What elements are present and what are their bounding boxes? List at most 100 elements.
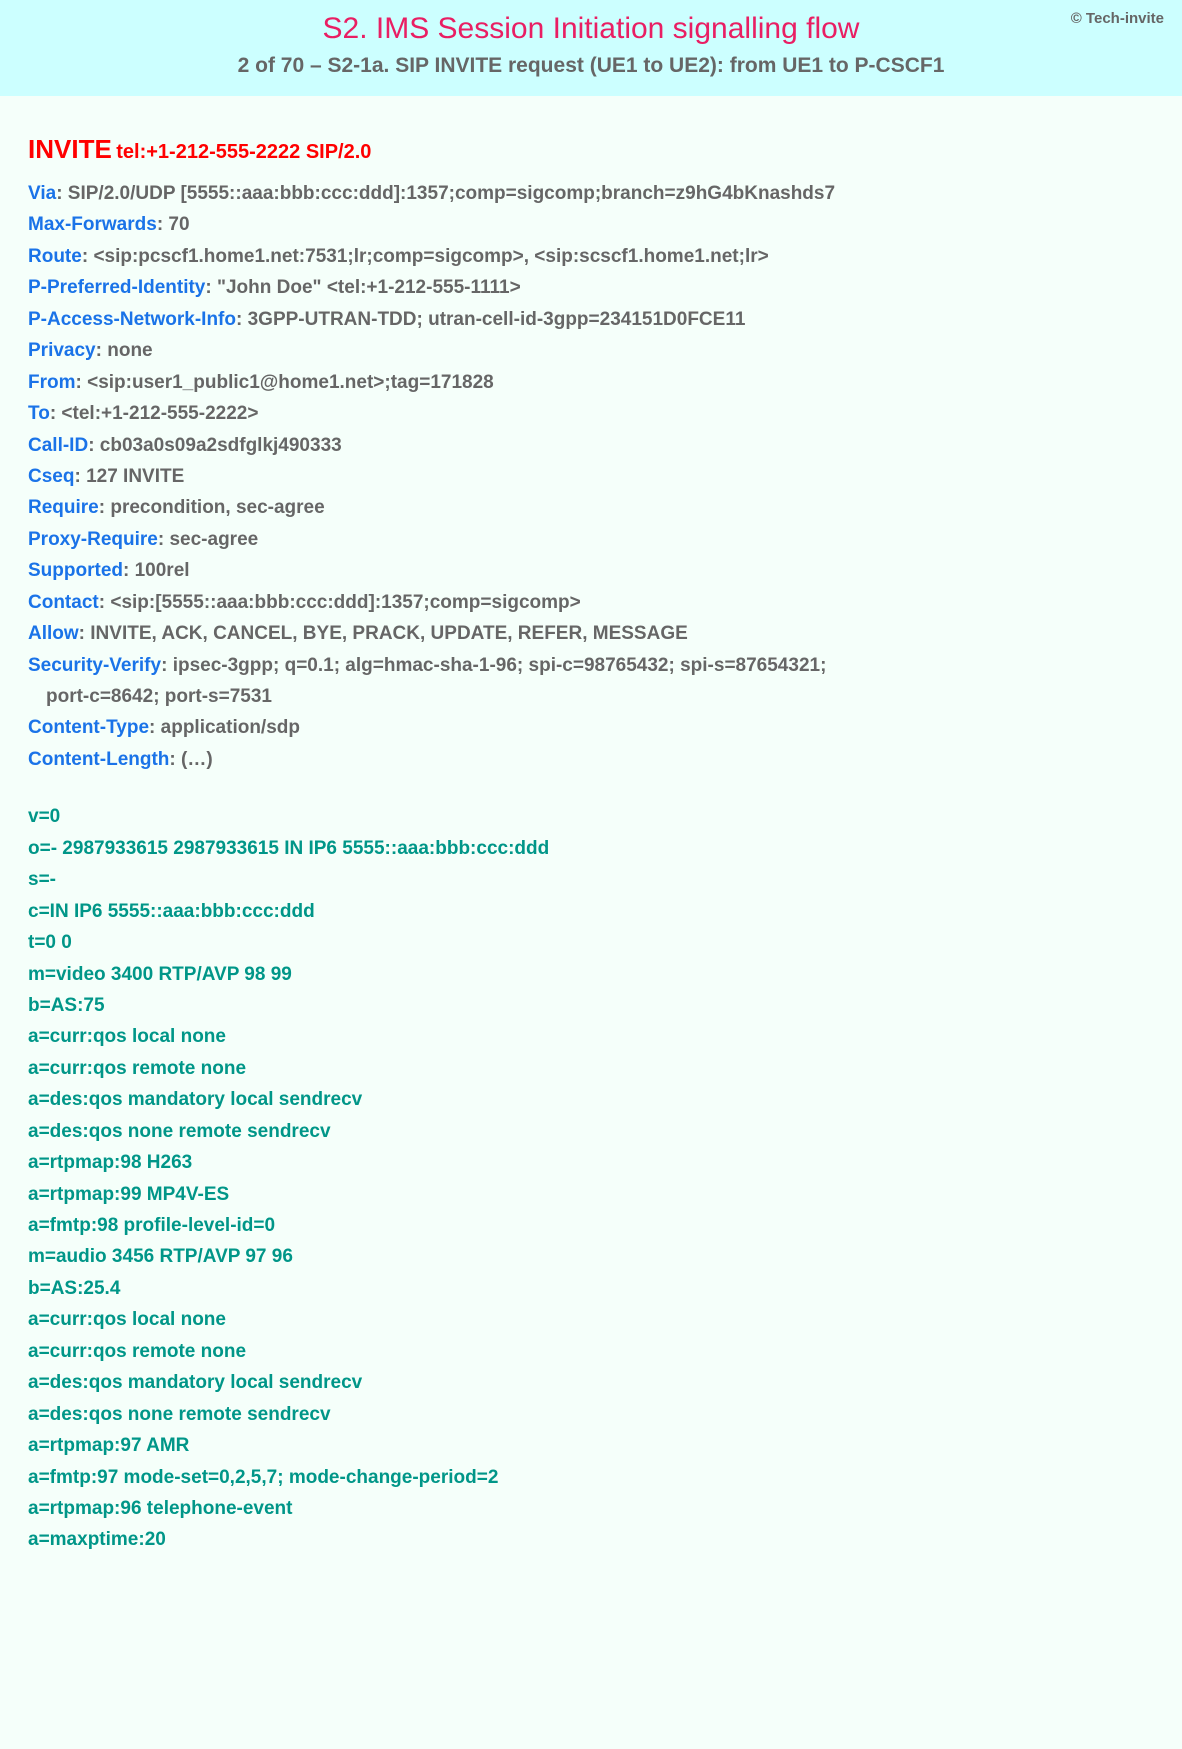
sdp-line: a=maxptime:20 [28, 1525, 1154, 1554]
sip-header-key: Proxy-Require [28, 529, 158, 550]
sip-header-line: P-Access-Network-Info: 3GPP-UTRAN-TDD; u… [28, 305, 1154, 334]
sdp-line: a=curr:qos remote none [28, 1337, 1154, 1366]
sip-header-value: <sip:pcscf1.home1.net:7531;lr;comp=sigco… [93, 246, 768, 267]
sip-header-separator: : [158, 529, 170, 550]
copyright-text: © Tech-invite [1071, 10, 1164, 27]
sdp-line: a=rtpmap:99 MP4V-ES [28, 1180, 1154, 1209]
sdp-body-block: v=0 o=- 2987933615 2987933615 IN IP6 5555… [28, 802, 1154, 1555]
sip-headers-block: Via: SIP/2.0/UDP [5555::aaa:bbb:ccc:ddd]… [28, 179, 1154, 774]
sdp-line: t=0 0 [28, 928, 1154, 957]
sip-header-key: Route [28, 246, 82, 267]
sdp-line: c=IN IP6 5555::aaa:bbb:ccc:ddd [28, 897, 1154, 926]
sip-header-line: Cseq: 127 INVITE [28, 462, 1154, 491]
sip-header-separator: : [236, 309, 248, 330]
sip-header-value: precondition, sec-agree [110, 497, 324, 518]
sip-header-value: 3GPP-UTRAN-TDD; utran-cell-id-3gpp=23415… [248, 309, 746, 330]
sip-header-line: Route: <sip:pcscf1.home1.net:7531;lr;com… [28, 242, 1154, 271]
sdp-line: s=- [28, 865, 1154, 894]
sip-header-continuation: port-c=8642; port-s=7531 [28, 682, 1154, 711]
sip-header-separator: : [88, 435, 100, 456]
sip-header-separator: : [96, 340, 108, 361]
sip-header-value: INVITE, ACK, CANCEL, BYE, PRACK, UPDATE,… [90, 623, 688, 644]
sip-header-separator: : [161, 655, 173, 676]
sip-header-key: Allow [28, 623, 79, 644]
sip-header-line: Proxy-Require: sec-agree [28, 525, 1154, 554]
sip-header-separator: : [82, 246, 94, 267]
sip-header-value: 127 INVITE [86, 466, 184, 487]
sip-header-line: Require: precondition, sec-agree [28, 493, 1154, 522]
sip-header-value: (…) [181, 749, 213, 770]
sdp-line: a=rtpmap:96 telephone-event [28, 1494, 1154, 1523]
sdp-line: a=curr:qos remote none [28, 1054, 1154, 1083]
sip-header-line: Via: SIP/2.0/UDP [5555::aaa:bbb:ccc:ddd]… [28, 179, 1154, 208]
sip-header-value: <tel:+1-212-555-2222> [61, 403, 258, 424]
sip-header-key: Require [28, 497, 99, 518]
sip-header-value: application/sdp [161, 717, 300, 738]
page-title: S2. IMS Session Initiation signalling fl… [20, 12, 1162, 46]
sip-header-key: Call-ID [28, 435, 88, 456]
sdp-line: a=des:qos mandatory local sendrecv [28, 1085, 1154, 1114]
sip-header-value: <sip:[5555::aaa:bbb:ccc:ddd]:1357;comp=s… [110, 592, 580, 613]
sip-header-key: Content-Length [28, 749, 169, 770]
sip-header-value: 100rel [135, 560, 190, 581]
sip-header-value: "John Doe" <tel:+1-212-555-1111> [217, 277, 521, 298]
sip-header-line: Contact: <sip:[5555::aaa:bbb:ccc:ddd]:13… [28, 588, 1154, 617]
sip-header-key: P-Preferred-Identity [28, 277, 205, 298]
sdp-line: m=video 3400 RTP/AVP 98 99 [28, 960, 1154, 989]
sdp-line: m=audio 3456 RTP/AVP 97 96 [28, 1242, 1154, 1271]
sip-header-separator: : [169, 749, 181, 770]
sip-header-value-cont: port-c=8642; port-s=7531 [46, 686, 272, 707]
sip-header-line: Max-Forwards: 70 [28, 210, 1154, 239]
sdp-line: a=des:qos mandatory local sendrecv [28, 1368, 1154, 1397]
sip-header-separator: : [123, 560, 135, 581]
sdp-line: o=- 2987933615 2987933615 IN IP6 5555::a… [28, 834, 1154, 863]
sdp-line: a=curr:qos local none [28, 1022, 1154, 1051]
sip-header-key: Content-Type [28, 717, 149, 738]
sip-header-separator: : [50, 403, 62, 424]
sip-request-uri: tel:+1-212-555-2222 SIP/2.0 [116, 141, 371, 163]
sdp-line: a=fmtp:97 mode-set=0,2,5,7; mode-change-… [28, 1463, 1154, 1492]
sip-header-key: Via [28, 183, 56, 204]
sdp-line: a=curr:qos local none [28, 1305, 1154, 1334]
sip-header-separator: : [56, 183, 68, 204]
sip-header-separator: : [157, 214, 169, 235]
sip-header-line: Allow: INVITE, ACK, CANCEL, BYE, PRACK, … [28, 619, 1154, 648]
sip-header-key: Cseq [28, 466, 74, 487]
request-line: INVITE tel:+1-212-555-2222 SIP/2.0 [28, 134, 1154, 165]
sip-header-value: SIP/2.0/UDP [5555::aaa:bbb:ccc:ddd]:1357… [68, 183, 835, 204]
sip-header-separator: : [205, 277, 217, 298]
sip-header-line: Supported: 100rel [28, 556, 1154, 585]
sip-header-value: cb03a0s09a2sdfglkj490333 [100, 435, 342, 456]
sip-header-line: To: <tel:+1-212-555-2222> [28, 399, 1154, 428]
sip-header-key: From [28, 372, 76, 393]
sip-header-separator: : [79, 623, 91, 644]
sdp-line: a=des:qos none remote sendrecv [28, 1400, 1154, 1429]
sip-header-value: ipsec-3gpp; q=0.1; alg=hmac-sha-1-96; sp… [173, 655, 827, 676]
sip-header-line: Security-Verify: ipsec-3gpp; q=0.1; alg=… [28, 651, 1154, 680]
sip-header-key: Contact [28, 592, 99, 613]
sip-header-value: sec-agree [169, 529, 258, 550]
sip-header-value: none [107, 340, 152, 361]
sip-header-separator: : [99, 592, 111, 613]
sip-header-separator: : [99, 497, 111, 518]
page-subtitle: 2 of 70 – S2-1a. SIP INVITE request (UE1… [20, 54, 1162, 78]
sip-header-separator: : [149, 717, 161, 738]
sdp-line: b=AS:75 [28, 991, 1154, 1020]
page-header: © Tech-invite S2. IMS Session Initiation… [0, 0, 1182, 96]
sip-header-key: Privacy [28, 340, 96, 361]
sip-header-key: Max-Forwards [28, 214, 157, 235]
sdp-line: a=fmtp:98 profile-level-id=0 [28, 1211, 1154, 1240]
sip-message-content: INVITE tel:+1-212-555-2222 SIP/2.0 Via: … [0, 96, 1182, 1587]
sdp-line: a=rtpmap:98 H263 [28, 1148, 1154, 1177]
sip-header-separator: : [74, 466, 86, 487]
sip-header-key: Supported [28, 560, 123, 581]
sdp-line: b=AS:25.4 [28, 1274, 1154, 1303]
sip-header-line: Privacy: none [28, 336, 1154, 365]
sdp-line: v=0 [28, 802, 1154, 831]
sip-header-separator: : [76, 372, 88, 393]
sip-method: INVITE [28, 134, 112, 164]
sip-header-line: Content-Type: application/sdp [28, 713, 1154, 742]
sip-header-value: <sip:user1_public1@home1.net>;tag=171828 [87, 372, 494, 393]
sip-header-value: 70 [168, 214, 189, 235]
sip-header-line: Content-Length: (…) [28, 745, 1154, 774]
